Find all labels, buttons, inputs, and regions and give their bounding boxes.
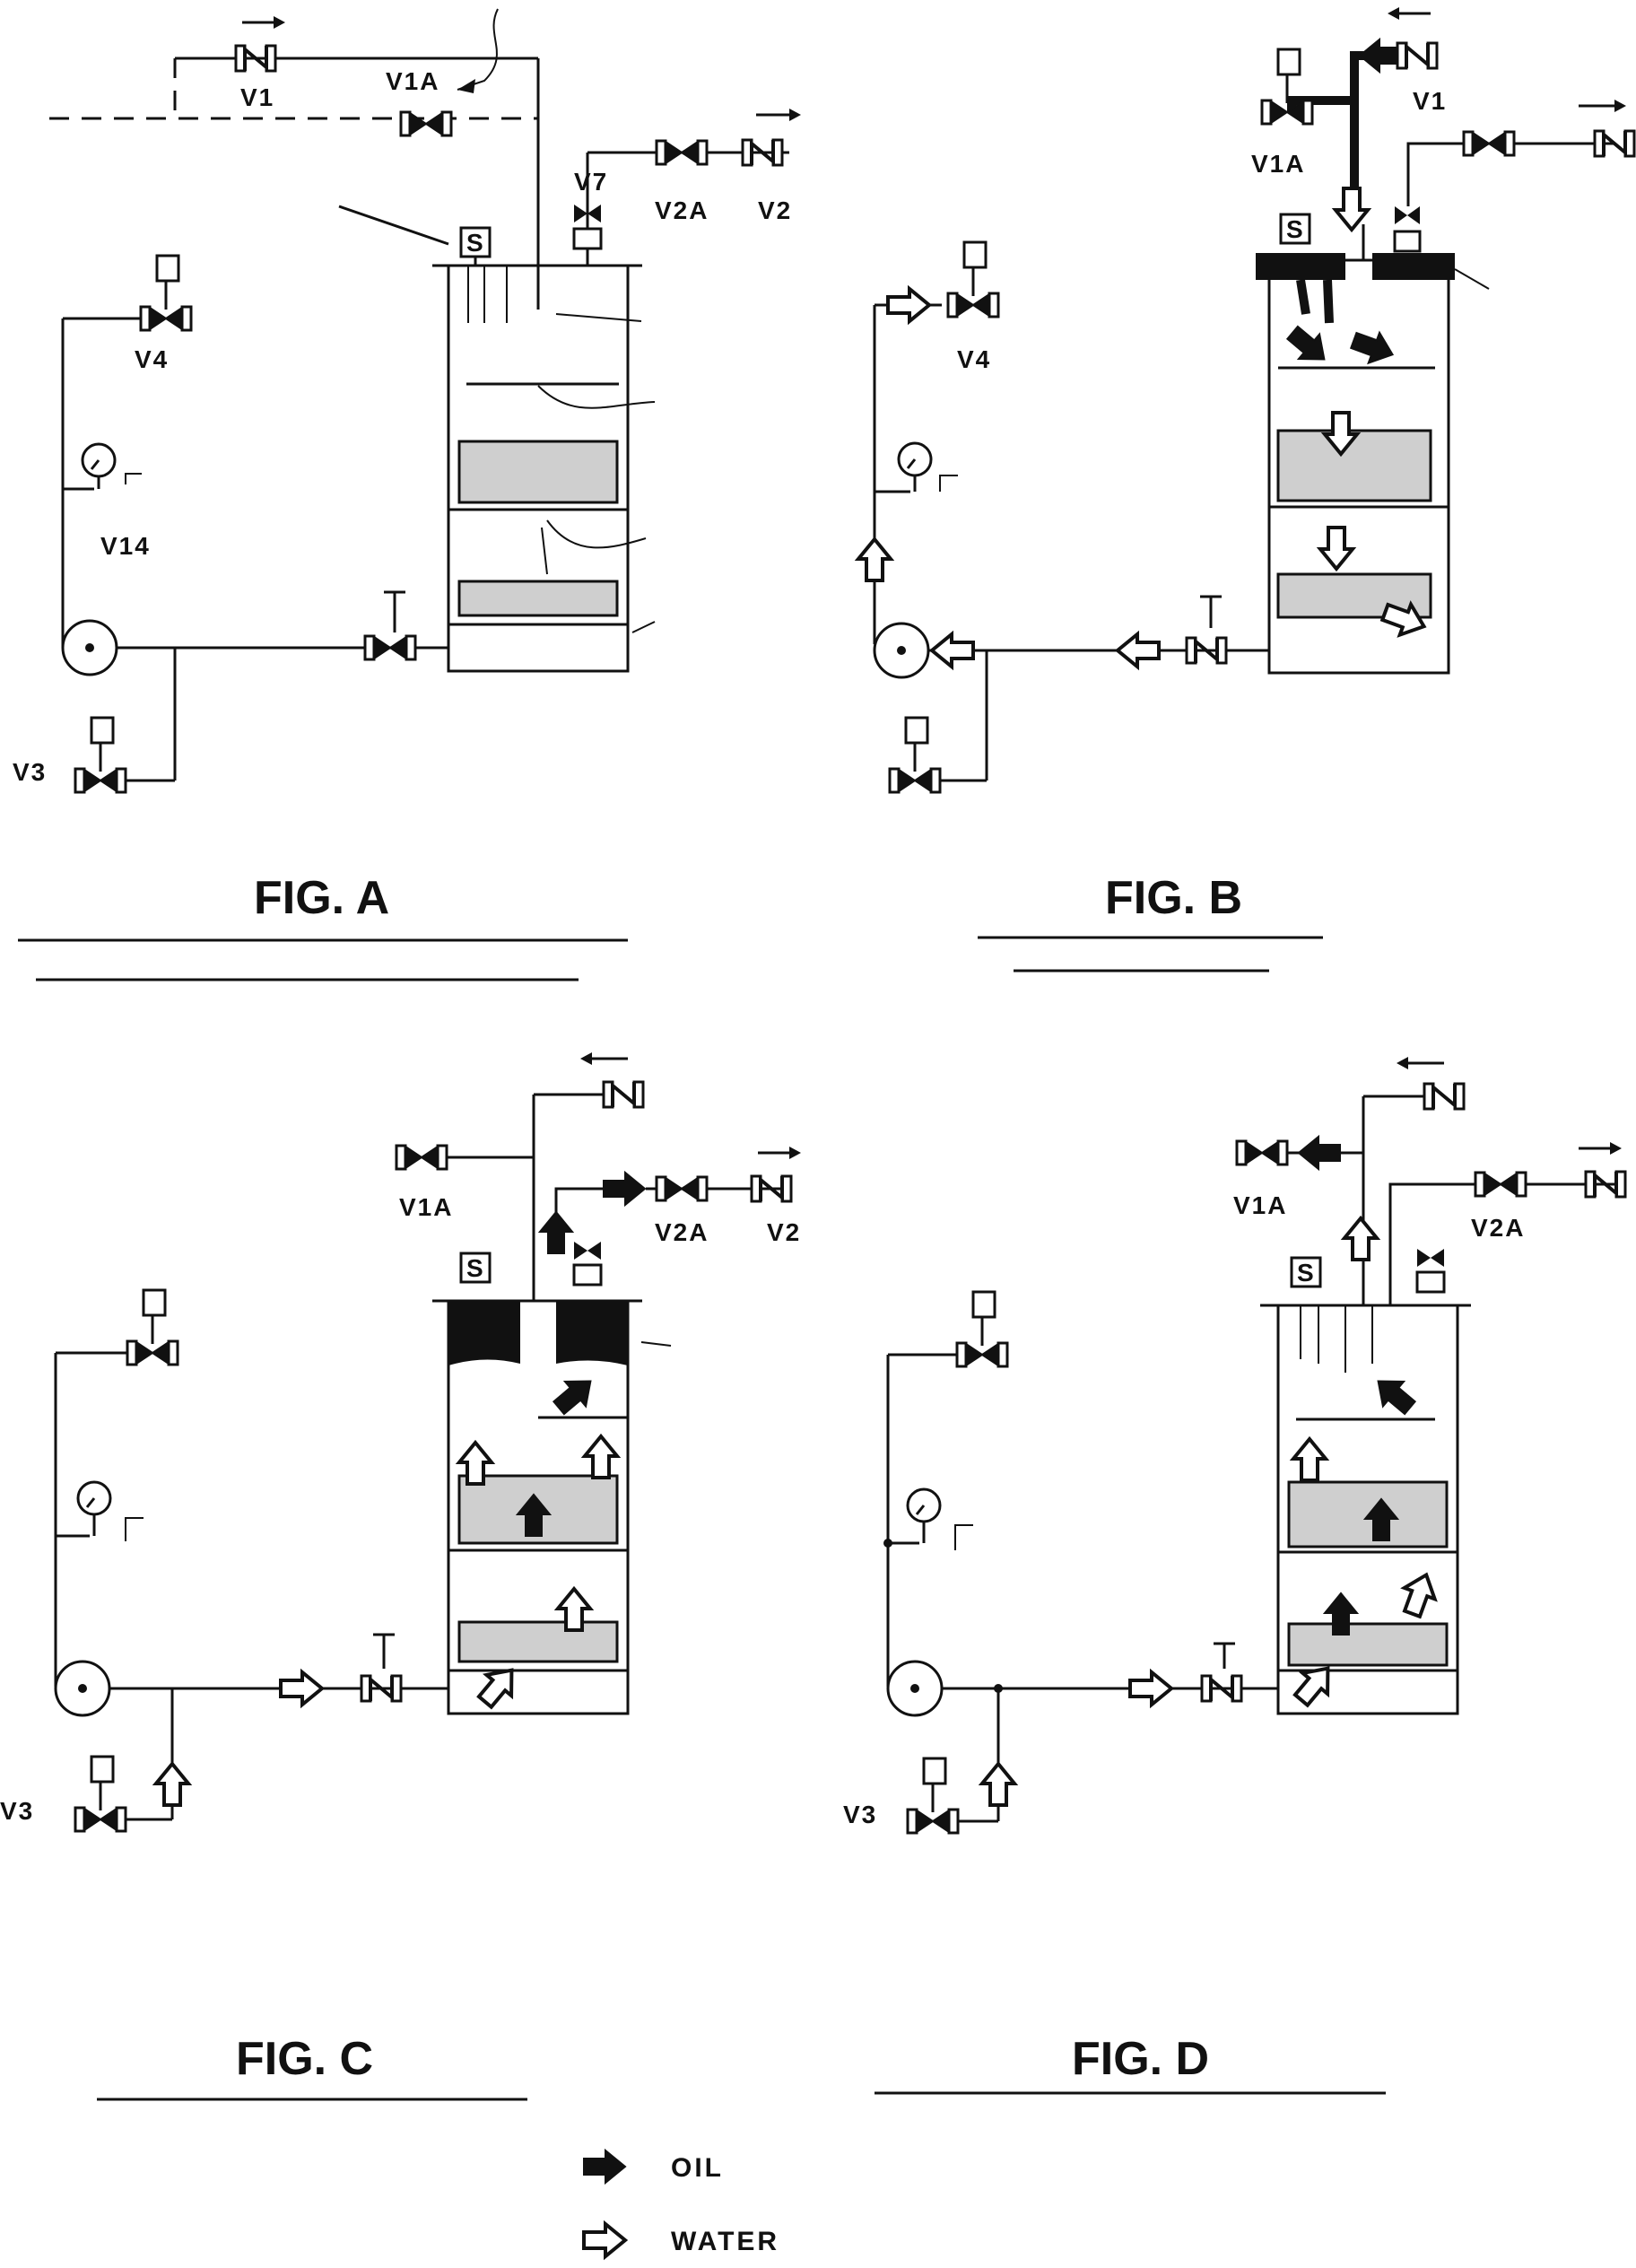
valve-label-v3-d: V3 (843, 1801, 877, 1828)
valve-label-v2a-a: V2A (655, 196, 709, 224)
valve-label-v4-a: V4 (135, 345, 169, 373)
figure-caption-d: FIG. D (1072, 2033, 1209, 2085)
legend-water-label: WATER (671, 2227, 779, 2256)
figure-c: S V1A V2A V2 (0, 1052, 801, 2101)
valve-label-v3-a: V3 (13, 758, 47, 786)
oil-arrow-icon (583, 2150, 626, 2184)
figure-d: S V1A V2A (843, 1057, 1627, 2095)
media-bed-upper-a (457, 440, 619, 504)
valve-label-v1-a: V1 (240, 83, 274, 111)
valve-label-v2a-c: V2A (655, 1218, 709, 1246)
media-bed-lower-c (457, 1620, 619, 1663)
media-bed-lower-d (1287, 1622, 1449, 1667)
valve-label-v1a-a: V1A (386, 67, 439, 95)
legend-oil-label: OIL (671, 2153, 724, 2183)
sensor-label-b: S (1286, 215, 1305, 243)
valve-label-v14-a: V14 (100, 532, 151, 560)
water-arrow-icon (582, 2222, 627, 2258)
figure-caption-b: FIG. B (1105, 872, 1242, 924)
media-bed-lower-a (457, 580, 619, 617)
valve-label-v1a-d: V1A (1233, 1191, 1287, 1219)
sensor-label-c: S (466, 1254, 485, 1282)
media-bed-upper-b (1276, 429, 1432, 502)
valve-label-v3-c: V3 (0, 1797, 34, 1825)
valve-label-v2-c: V2 (767, 1218, 801, 1246)
valve-label-v1a-c: V1A (399, 1193, 453, 1221)
legend: OIL WATER (582, 2150, 779, 2258)
valve-label-v1a-b: V1A (1251, 150, 1305, 178)
media-bed-upper-d (1287, 1480, 1449, 1548)
figure-caption-a: FIG. A (254, 872, 389, 924)
valve-label-v1-b: V1 (1413, 87, 1447, 115)
valve-label-v4-b: V4 (957, 345, 991, 373)
figure-caption-c: FIG. C (236, 2033, 373, 2085)
sensor-label-d: S (1297, 1259, 1316, 1287)
valve-label-v2a-d: V2A (1471, 1214, 1525, 1242)
sensor-label-a: S (466, 229, 485, 257)
figure-b: S V1A V1 V4 (857, 7, 1636, 973)
figure-a: S V1 V1A V7 V2A V2 V4 V14 (13, 8, 801, 981)
valve-label-v2-a: V2 (758, 196, 792, 224)
valve-label-v7-a: V7 (574, 168, 608, 196)
